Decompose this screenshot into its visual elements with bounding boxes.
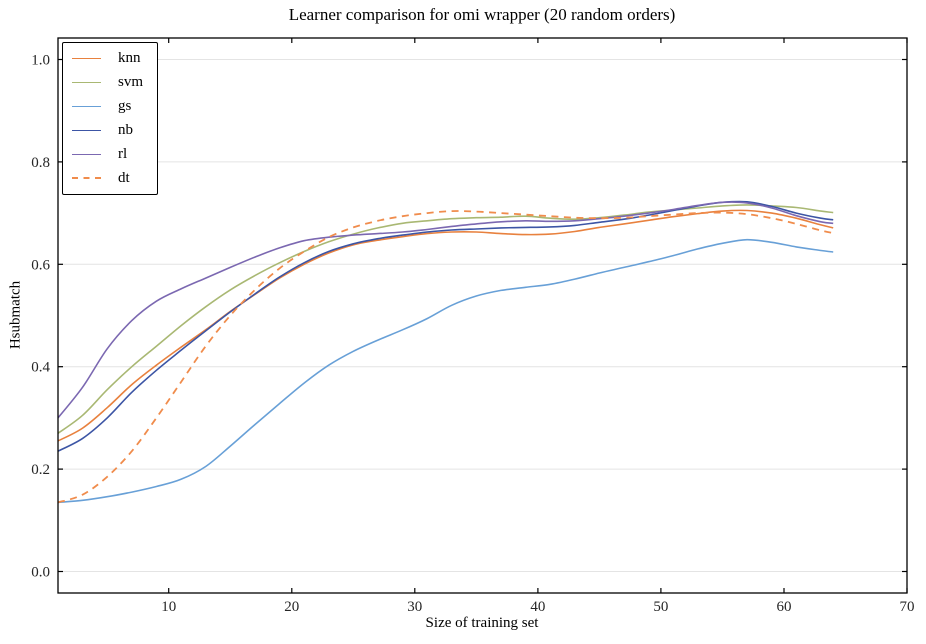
x-tick-label: 60 [777,599,792,615]
y-tick-label: 0.4 [31,360,50,376]
series-line-rl [57,201,834,419]
y-tick-label: 0.8 [31,155,50,171]
legend-item-svm: svm [63,72,157,94]
series-line-gs [57,238,834,504]
x-axis-label: Size of training set [425,615,539,631]
x-tick-label: 10 [161,599,176,615]
series-line-nb [57,200,834,452]
legend-label-nb: nb [118,121,133,138]
x-tick-label: 20 [284,599,299,615]
y-tick-label: 0.6 [31,257,50,273]
legend-line-sample-nb [72,129,101,131]
legend-label-knn: knn [118,50,141,67]
legend-item-rl: rl [63,143,157,165]
x-tick-label: 40 [530,599,545,615]
series-line-svm [57,204,834,434]
legend-item-knn: knn [63,48,157,70]
legend-label-gs: gs [118,98,132,115]
y-tick-label: 0.2 [31,462,50,478]
legend: knn svm gs nb rl dt [62,42,158,195]
y-tick-label: 1.0 [31,53,50,69]
x-tick-label: 50 [653,599,668,615]
legend-label-rl: rl [118,145,128,162]
x-tick-label: 70 [900,599,915,615]
legend-line-sample-dt [72,177,101,180]
y-tick-label: 0.0 [31,565,50,581]
legend-line-sample-svm [72,82,101,84]
legend-item-gs: gs [63,96,157,118]
series-line-dt [57,210,834,504]
legend-line-sample-gs [72,106,101,108]
legend-line-sample-rl [72,153,101,155]
chart-title: Learner comparison for omi wrapper (20 r… [288,5,676,24]
legend-line-sample-knn [72,58,101,60]
legend-label-dt: dt [118,169,130,186]
legend-label-svm: svm [118,74,144,91]
legend-item-nb: nb [63,119,157,141]
x-tick-label: 30 [407,599,422,615]
legend-item-dt: dt [63,167,157,189]
plot-border [57,37,908,594]
